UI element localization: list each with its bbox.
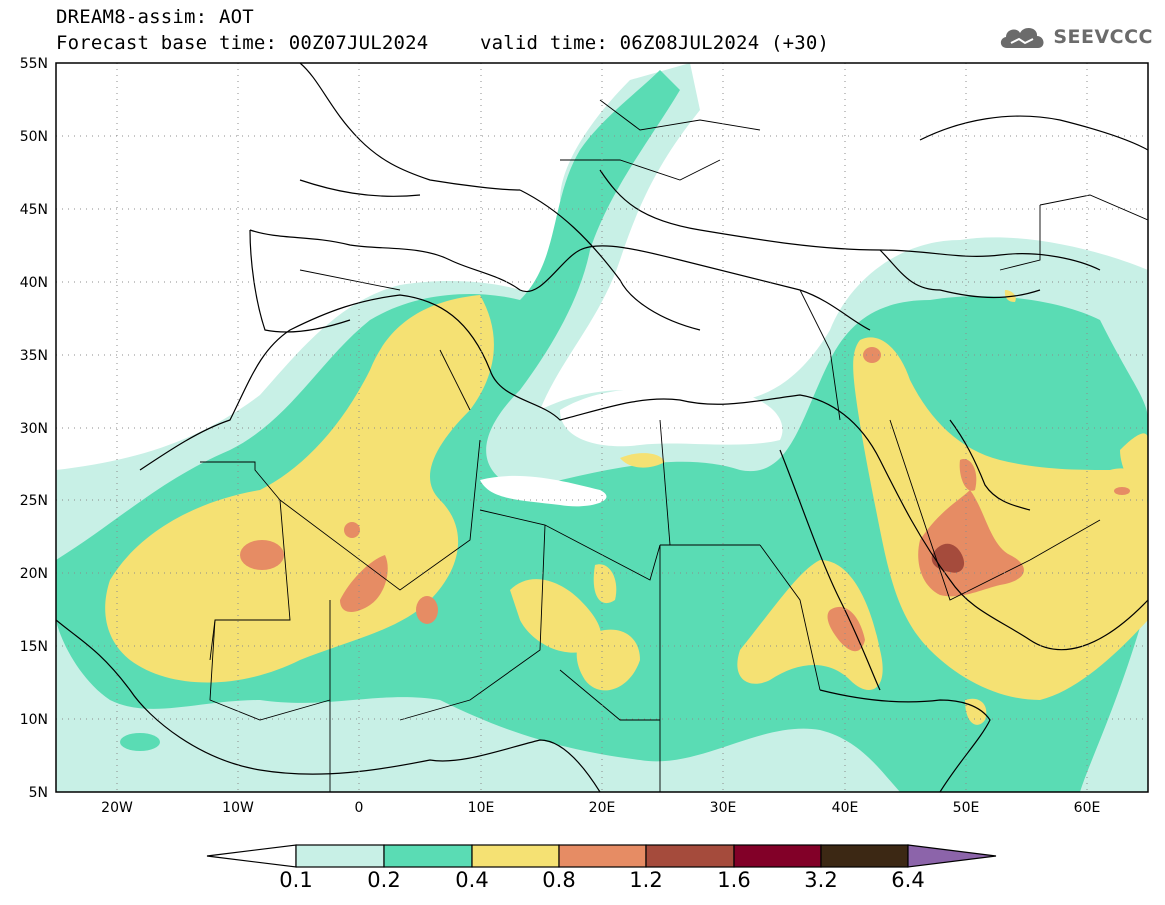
valid-time-label: valid time: 06Z08JUL2024 (+30) <box>480 32 830 54</box>
borders <box>200 99 1148 792</box>
lat-label: 5N <box>29 785 48 801</box>
colorbar-label: 3.2 <box>804 868 838 892</box>
colorbar-label: 0.1 <box>279 868 313 892</box>
colorbar <box>206 844 997 868</box>
lat-label: 45N <box>20 202 48 218</box>
graticule <box>56 63 1148 792</box>
colorbar-swatch <box>383 844 473 868</box>
lat-label: 15N <box>20 639 48 655</box>
lat-label: 30N <box>20 421 48 437</box>
colorbar-label: 0.8 <box>542 868 576 892</box>
longitude-axis: 20W 10W 0 10E 20E 30E 40E 50E 60E <box>101 800 1100 816</box>
colorbar-label: 0.4 <box>455 868 489 892</box>
map-title: DREAM8-assim: AOT <box>56 6 254 28</box>
colorbar-label: 1.6 <box>717 868 751 892</box>
colorbar-max-arrow <box>907 844 997 868</box>
lon-label: 60E <box>1074 800 1101 816</box>
lat-label: 25N <box>20 493 48 509</box>
base-time-label: Forecast base time: 00Z07JUL2024 <box>56 32 429 54</box>
colorbar-swatch <box>645 844 735 868</box>
colorbar-swatch <box>820 844 909 868</box>
lon-label: 40E <box>832 800 859 816</box>
latitude-axis: 5N 10N 15N 20N 25N 30N 35N 40N 45N 50N 5… <box>20 56 48 801</box>
lat-label: 50N <box>20 129 48 145</box>
lat-label: 40N <box>20 275 48 291</box>
map-frame <box>55 62 1149 793</box>
aot-below-0-1 <box>56 63 1148 507</box>
lat-label: 35N <box>20 348 48 364</box>
colorbar-label: 1.2 <box>629 868 663 892</box>
lon-label: 10E <box>468 800 495 816</box>
colorbar-swatch <box>295 844 385 868</box>
lon-label: 30E <box>710 800 737 816</box>
cloud-icon <box>1001 27 1044 48</box>
lat-label: 20N <box>20 566 48 582</box>
logo-text: SEEVCCC <box>1053 26 1153 48</box>
lon-label: 10W <box>222 800 254 816</box>
time-info: Forecast base time: 00Z07JUL2024 valid t… <box>56 32 829 98</box>
lon-label: 50E <box>953 800 980 816</box>
lat-label: 55N <box>20 56 48 72</box>
colorbar-label: 0.2 <box>367 868 401 892</box>
aot-level-0-4 <box>105 290 1148 725</box>
colorbar-swatch <box>733 844 822 868</box>
lon-label: 20E <box>589 800 616 816</box>
colorbar-swatch <box>558 844 647 868</box>
colorbar-swatch <box>471 844 560 868</box>
lat-label: 10N <box>20 712 48 728</box>
lon-label: 0 <box>355 800 364 816</box>
colorbar-label: 6.4 <box>891 868 925 892</box>
seevccc-logo: SEEVCCC <box>997 22 1153 52</box>
colorbar-min-arrow <box>206 844 297 868</box>
lon-label: 20W <box>101 800 133 816</box>
